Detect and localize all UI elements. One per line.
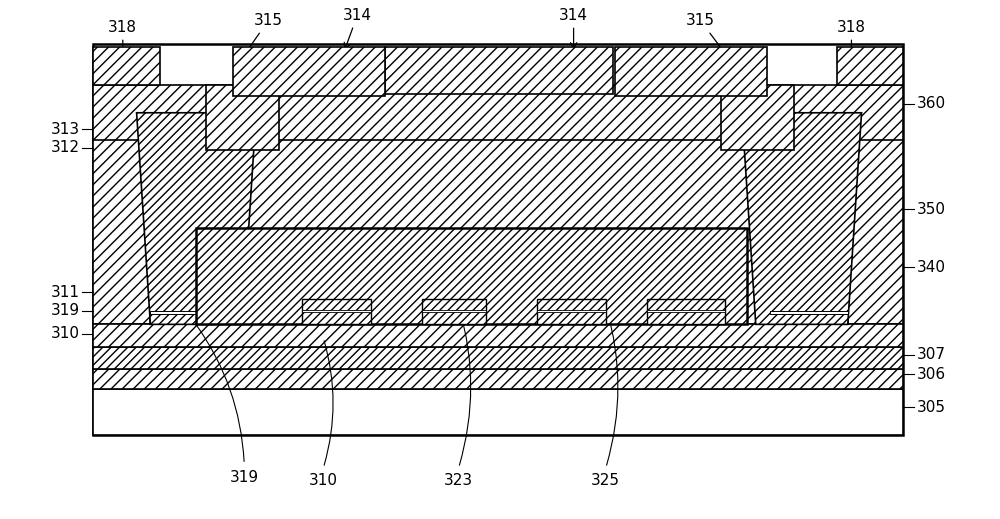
Text: 340: 340	[917, 260, 946, 275]
Text: 314: 314	[559, 8, 588, 49]
Text: 305: 305	[917, 400, 946, 415]
Text: 307: 307	[917, 347, 946, 362]
Text: 312: 312	[51, 140, 80, 155]
Bar	[93, 389, 903, 435]
Bar	[422, 310, 486, 312]
Text: 315: 315	[686, 13, 726, 54]
Bar	[206, 85, 279, 149]
Text: 319: 319	[230, 470, 259, 485]
Bar	[647, 298, 725, 324]
Bar	[93, 324, 903, 347]
Bar	[196, 228, 747, 324]
Bar	[302, 302, 371, 324]
Bar	[302, 298, 371, 324]
Text: 323: 323	[444, 473, 473, 488]
Bar	[837, 47, 903, 85]
Bar	[233, 47, 385, 96]
Text: 313: 313	[50, 122, 80, 137]
Bar	[93, 368, 903, 389]
Text: 318: 318	[108, 20, 137, 63]
Bar	[93, 47, 160, 85]
Bar	[422, 311, 486, 314]
Bar	[615, 47, 767, 96]
Polygon shape	[742, 113, 862, 324]
Text: 315: 315	[245, 13, 283, 54]
Text: 306: 306	[917, 366, 946, 381]
Text: 314: 314	[343, 8, 372, 49]
Text: 360: 360	[917, 96, 946, 111]
Text: 310: 310	[51, 326, 80, 341]
Text: 311: 311	[51, 284, 80, 299]
Polygon shape	[137, 113, 256, 324]
Text: 325: 325	[591, 473, 620, 488]
Bar	[422, 302, 486, 324]
Bar	[302, 311, 371, 314]
Text: 310: 310	[309, 473, 338, 488]
Bar	[537, 302, 606, 324]
Bar	[647, 310, 725, 312]
Text: 318: 318	[837, 20, 866, 63]
Bar	[93, 85, 903, 140]
Bar	[150, 311, 242, 314]
Text: 350: 350	[917, 202, 946, 217]
Text: 319: 319	[50, 303, 80, 318]
Bar	[385, 47, 613, 94]
Bar	[93, 44, 903, 435]
Bar	[537, 311, 606, 314]
Bar	[537, 298, 606, 324]
Bar	[647, 311, 725, 314]
Bar	[150, 302, 242, 324]
Bar	[422, 298, 486, 324]
Bar	[302, 310, 371, 312]
Bar	[770, 311, 848, 314]
Bar	[93, 347, 903, 368]
Bar	[721, 85, 794, 149]
Bar	[647, 302, 725, 324]
Bar	[93, 113, 903, 324]
Bar	[770, 302, 848, 324]
Bar	[537, 310, 606, 312]
